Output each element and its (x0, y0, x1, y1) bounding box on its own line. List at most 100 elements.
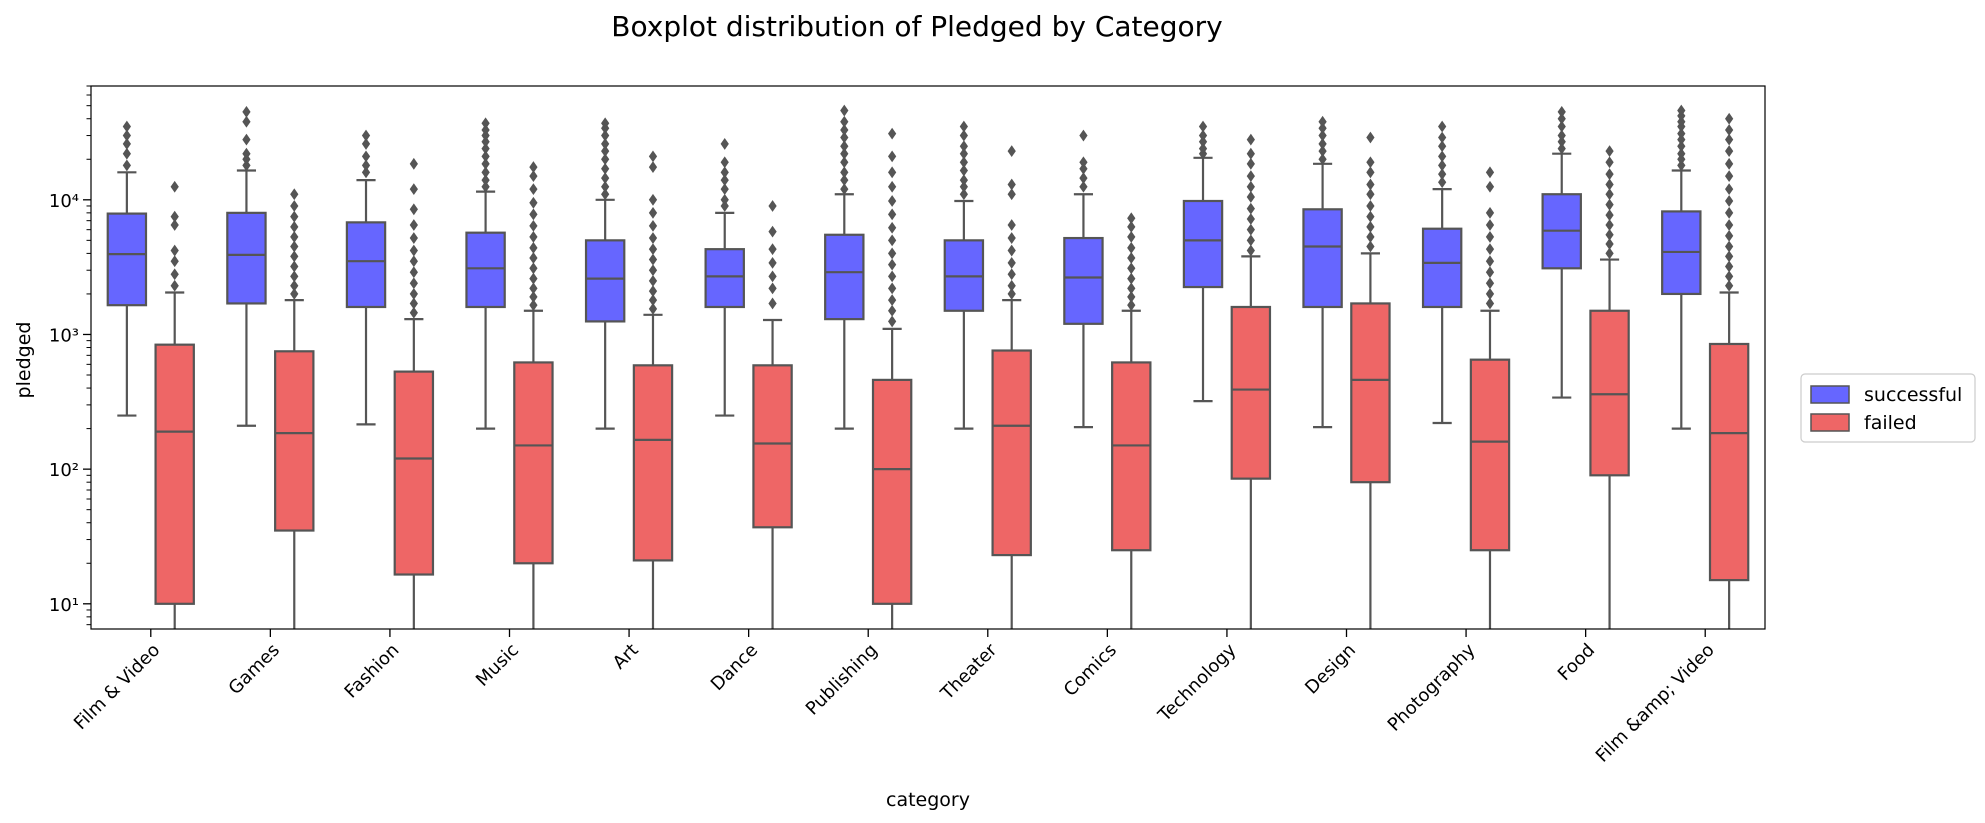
outlier-point (1007, 279, 1016, 292)
outlier-point (1007, 244, 1016, 257)
outlier-point (1485, 297, 1495, 310)
outlier-point (1246, 157, 1255, 170)
outlier-point (840, 140, 849, 153)
outlier-point (1366, 210, 1375, 223)
outlier-point (170, 268, 179, 281)
outlier-point (601, 145, 610, 157)
box-body (345, 221, 387, 309)
outlier-point (1366, 166, 1375, 179)
outlier-point (409, 232, 418, 244)
outlier-point (1605, 238, 1614, 250)
outlier-point (1198, 129, 1208, 142)
outlier-point (1438, 140, 1447, 153)
box-body (1469, 358, 1511, 552)
outlier-point (1007, 268, 1016, 281)
outlier-point (170, 219, 179, 231)
outlier-point (1127, 220, 1136, 233)
outlier-point (1127, 262, 1136, 275)
outlier-point (648, 294, 658, 306)
outlier-point (1725, 124, 1734, 136)
outlier-point (1485, 266, 1495, 279)
y-tick-label: 10² (49, 460, 79, 481)
box-body (393, 370, 435, 576)
outlier-point (170, 210, 179, 223)
outlier-point (1366, 240, 1375, 253)
x-tick-label: Dance (707, 640, 762, 695)
outlier-point (1485, 243, 1495, 256)
x-tick-label: Design (1301, 640, 1360, 699)
outlier-point (122, 147, 131, 160)
outlier-point (648, 302, 658, 315)
box-successful-9 (1182, 120, 1224, 403)
x-tick-label: Film & Video (70, 640, 164, 734)
plot-area (106, 104, 1750, 629)
outlier-point (1127, 252, 1136, 264)
outlier-point (888, 166, 897, 179)
box-failed-13 (1708, 112, 1750, 629)
box-body (1302, 208, 1343, 309)
outlier-point (888, 282, 897, 295)
outlier-point (1246, 170, 1255, 182)
outlier-point (1007, 188, 1016, 201)
outlier-point (290, 270, 299, 283)
box-failed-1 (274, 188, 315, 629)
outlier-point (361, 166, 371, 179)
outlier-point (959, 188, 968, 201)
outlier-point (1725, 183, 1734, 196)
box-body (584, 239, 626, 323)
plot-content (106, 104, 1750, 629)
outlier-point (1246, 202, 1255, 215)
outlier-point (1725, 170, 1734, 182)
y-axis: 10¹ 10² 10³ 10⁴ (49, 85, 91, 626)
outlier-point (888, 304, 897, 317)
outlier-point (1127, 272, 1136, 285)
outlier-point (888, 270, 897, 283)
box-body (1182, 199, 1224, 289)
outlier-point (409, 183, 418, 196)
outlier-point (1198, 142, 1208, 155)
outlier-point (1318, 115, 1327, 128)
outlier-point (1725, 270, 1734, 283)
plot-frame (90, 85, 1766, 630)
outlier-point (840, 115, 849, 128)
outlier-point (170, 180, 179, 193)
outlier-point (529, 220, 538, 232)
outlier-point (959, 180, 968, 193)
outlier-point (1079, 172, 1088, 184)
legend-swatch-failed (1810, 413, 1850, 432)
outlier-point (1198, 120, 1208, 133)
outlier-point (1557, 105, 1566, 118)
outlier-point (1438, 159, 1447, 172)
box-successful-0 (106, 120, 148, 417)
box-successful-10 (1302, 115, 1343, 429)
outlier-point (1438, 176, 1447, 189)
outlier-point (361, 129, 371, 142)
outlier-point (1318, 138, 1327, 150)
outlier-point (1725, 157, 1734, 170)
y-axis-title: pledged (13, 322, 35, 399)
outlier-point (1605, 228, 1614, 241)
outlier-point (1485, 288, 1495, 300)
outlier-point (648, 264, 658, 277)
outlier-point (648, 243, 658, 256)
outlier-point (481, 174, 490, 187)
outlier-point (1677, 133, 1686, 146)
outlier-point (888, 294, 897, 306)
outlier-point (648, 206, 658, 219)
outlier-point (361, 150, 371, 163)
outlier-point (768, 297, 777, 310)
outlier-point (529, 231, 538, 243)
outlier-point (481, 180, 490, 193)
outlier-point (290, 231, 299, 243)
outlier-point (1677, 127, 1686, 140)
outlier-point (290, 250, 299, 263)
outlier-point (720, 166, 729, 179)
box-successful-1 (226, 105, 267, 427)
box-body (704, 248, 745, 309)
outlier-point (1007, 232, 1016, 244)
outlier-point (1318, 129, 1327, 142)
box-body (1230, 305, 1272, 480)
outlier-point (720, 193, 729, 206)
box-failed-7 (991, 145, 1032, 629)
outlier-point (361, 159, 371, 172)
